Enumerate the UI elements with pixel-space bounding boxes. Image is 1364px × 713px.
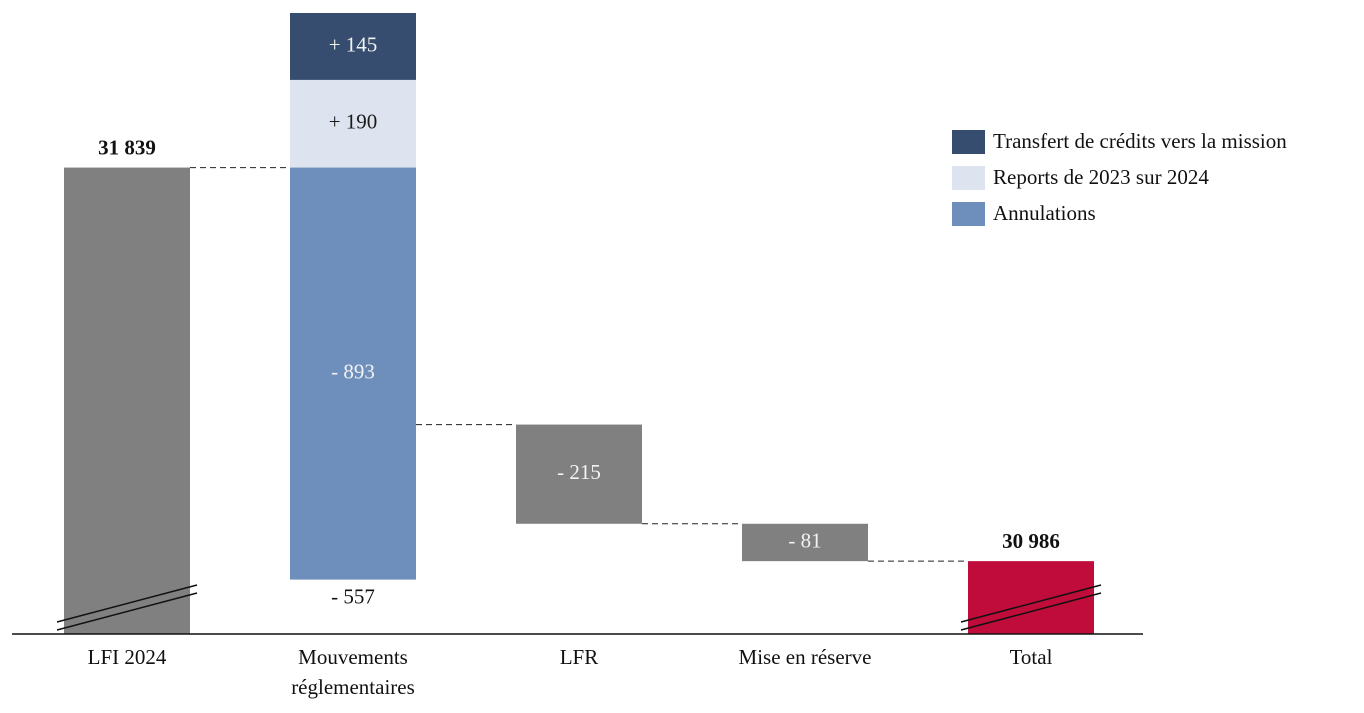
legend-label: Annulations <box>993 201 1096 225</box>
axis-break <box>960 592 1102 631</box>
value-label: 31 839 <box>98 135 156 159</box>
x-tick-label: Mouvements réglementaires <box>291 645 415 699</box>
bar <box>516 424 642 524</box>
legend-label: Reports de 2023 sur 2024 <box>993 165 1209 189</box>
axis-break <box>960 584 1102 623</box>
value-label: - 81 <box>788 528 821 552</box>
x-tick-label: Total <box>1009 645 1053 669</box>
legend-swatch <box>952 202 985 226</box>
segment-label: - 893 <box>331 359 375 383</box>
net-label: - 557 <box>331 584 375 608</box>
axis-break <box>56 592 198 631</box>
legend-swatch <box>952 130 985 154</box>
segment <box>290 167 416 580</box>
legend-label: Transfert de crédits vers la mission <box>993 129 1287 153</box>
bar <box>742 523 868 562</box>
segment-label: + 190 <box>329 110 378 134</box>
value-label: - 215 <box>557 460 601 484</box>
value-label: 30 986 <box>1002 529 1060 553</box>
bar <box>64 167 190 634</box>
x-tick-label: LFR <box>559 645 599 669</box>
segment <box>290 13 416 80</box>
segment <box>290 79 416 168</box>
legend-swatch <box>952 166 985 190</box>
segment-label: + 145 <box>329 32 378 56</box>
x-tick-label: LFI 2024 <box>87 645 167 669</box>
x-tick-label: Mise en réserve <box>738 645 872 669</box>
axis-break <box>56 584 198 623</box>
